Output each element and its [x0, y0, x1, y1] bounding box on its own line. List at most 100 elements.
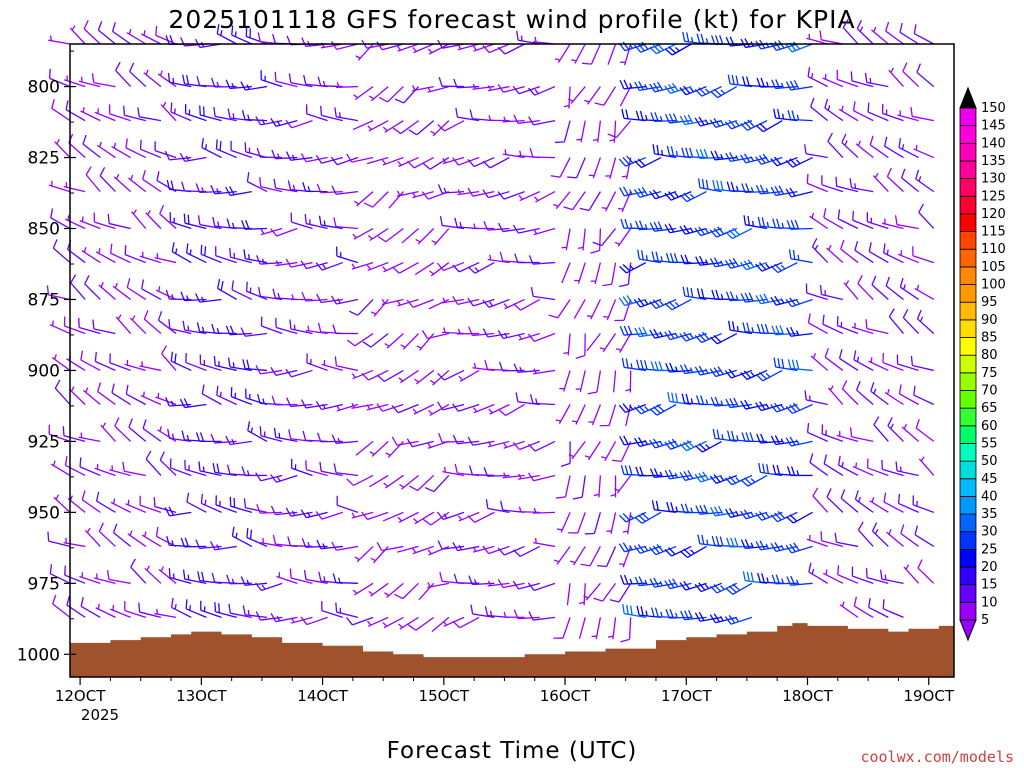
- wind-barb: [290, 294, 313, 301]
- wind-barb: [159, 451, 177, 476]
- wind-barb: [78, 432, 101, 443]
- wind-barb: [376, 403, 404, 412]
- wind-barb: [785, 187, 813, 198]
- wind-barb: [288, 73, 313, 88]
- wind-barb: [421, 330, 450, 340]
- wind-barb: [823, 454, 844, 477]
- wind-barb: [709, 257, 737, 268]
- wind-barb: [843, 280, 859, 300]
- wind-barb: [84, 275, 101, 300]
- wind-barb: [912, 246, 934, 264]
- wind-barb: [618, 295, 647, 307]
- wind-barb: [487, 580, 510, 587]
- wind-barb: [439, 215, 465, 230]
- wind-barb: [709, 366, 737, 378]
- wind-barb: [482, 189, 510, 199]
- wind-barb: [614, 475, 632, 494]
- wind-barb: [882, 353, 904, 372]
- wind-barb: [225, 186, 252, 197]
- wind-barb: [348, 299, 374, 316]
- wind-barb: [200, 244, 222, 264]
- wind-barb: [331, 185, 359, 195]
- wind-barb: [528, 611, 556, 621]
- wind-barb: [437, 369, 465, 381]
- wind-barb: [548, 299, 571, 319]
- colorbar-label: 85: [981, 331, 998, 346]
- wind-barb: [351, 402, 374, 409]
- wind-barb: [602, 262, 617, 287]
- wind-barb: [850, 71, 874, 88]
- colorbar-label: 130: [981, 172, 1006, 187]
- wind-barb: [592, 120, 602, 143]
- wind-barb: [416, 333, 435, 351]
- wind-barb: [438, 433, 465, 443]
- wind-barb: [227, 357, 252, 372]
- wind-barb: [487, 254, 510, 264]
- colorbar-label: 115: [981, 225, 1006, 240]
- y-axis: 800 825 850 875 900 925 950 975 1000: [17, 50, 76, 665]
- wind-barb: [472, 545, 495, 553]
- wind-barb: [80, 107, 101, 122]
- wind-barb: [141, 531, 162, 547]
- wind-barb: [487, 85, 510, 92]
- wind-barb: [804, 390, 828, 406]
- wind-barb: [579, 191, 601, 212]
- wind-barb: [607, 120, 632, 139]
- wind-barb: [601, 191, 617, 212]
- colorbar-label: 20: [981, 560, 998, 575]
- wind-barb: [485, 499, 510, 514]
- wind-barb: [805, 283, 828, 301]
- wind-barb: [785, 402, 813, 415]
- wind-barb: [106, 570, 131, 584]
- wind-barb: [472, 43, 495, 52]
- wind-barb: [887, 417, 904, 442]
- wind-barb: [618, 155, 647, 167]
- wind-barb: [902, 308, 920, 334]
- wind-barb: [900, 524, 920, 547]
- wind-barb: [128, 418, 147, 442]
- wind-barb: [563, 333, 571, 356]
- wind-barb: [612, 370, 617, 393]
- wind-barb: [315, 261, 343, 271]
- wind-barb: [412, 403, 434, 415]
- wind-barb: [755, 153, 783, 165]
- wind-barb: [335, 82, 358, 88]
- wind-barb: [333, 463, 359, 477]
- wind-barb: [856, 19, 874, 45]
- wind-barb: [63, 316, 86, 335]
- wind-barb: [50, 208, 71, 230]
- wind-barb: [260, 70, 283, 88]
- colorbar-cell: [959, 425, 977, 444]
- wind-barb: [694, 471, 722, 483]
- wind-barb: [502, 116, 525, 123]
- wind-barb: [806, 422, 828, 442]
- wind-barb: [664, 330, 692, 341]
- wind-barb: [199, 105, 222, 122]
- wind-barb: [621, 357, 646, 372]
- wind-barb: [512, 545, 541, 557]
- wind-barb: [575, 333, 586, 359]
- wind-barb: [785, 542, 813, 554]
- wind-barb: [583, 582, 601, 601]
- wind-barb: [482, 545, 510, 555]
- wind-barb: [610, 475, 617, 498]
- y-tick-label: 925: [28, 432, 60, 452]
- wind-barb: [93, 212, 116, 230]
- wind-barb: [240, 81, 268, 91]
- wind-barb: [563, 86, 571, 109]
- wind-barb: [914, 284, 935, 301]
- wind-barb: [110, 243, 131, 264]
- wind-barb: [527, 85, 556, 96]
- wind-barb: [555, 404, 571, 425]
- wind-barb: [369, 474, 389, 488]
- wind-barb: [864, 72, 889, 88]
- wind-barb: [483, 221, 510, 231]
- wind-barb: [92, 319, 116, 335]
- wind-barb: [498, 403, 525, 417]
- wind-barb: [770, 261, 798, 274]
- wind-barb: [98, 522, 116, 547]
- wind-barb: [467, 187, 495, 197]
- wind-barb: [453, 78, 480, 89]
- wind-barb: [245, 26, 268, 45]
- wind-barb: [384, 582, 404, 598]
